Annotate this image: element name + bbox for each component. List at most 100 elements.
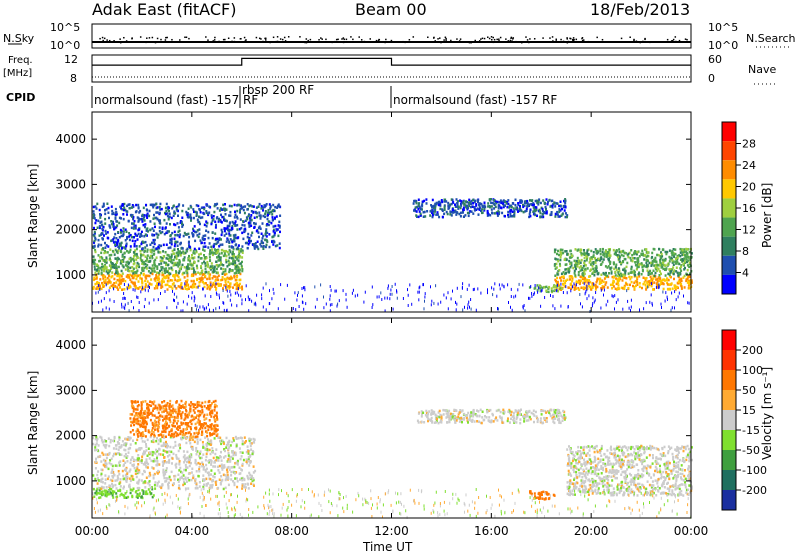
data-cell — [205, 204, 208, 207]
data-cell — [104, 459, 107, 463]
data-cell — [658, 275, 661, 278]
noise-point — [542, 37, 544, 39]
data-cell — [460, 202, 463, 205]
data-cell — [158, 463, 161, 466]
data-cell — [181, 247, 184, 250]
data-cell — [189, 248, 192, 252]
data-cell — [147, 482, 150, 485]
data-cell — [185, 283, 187, 286]
data-cell — [152, 229, 155, 232]
data-cell — [149, 259, 152, 263]
data-cell — [621, 274, 623, 277]
data-cell — [231, 225, 234, 228]
data-cell — [680, 269, 683, 273]
data-cell — [153, 233, 156, 237]
data-cell — [650, 284, 653, 288]
data-cell — [119, 485, 122, 488]
data-cell — [100, 472, 103, 476]
data-cell — [659, 262, 662, 265]
data-cell — [178, 469, 181, 472]
data-cell — [234, 256, 237, 259]
data-cell — [407, 288, 408, 292]
data-cell — [240, 468, 243, 471]
data-cell — [96, 473, 99, 477]
data-cell — [261, 237, 264, 240]
data-cell — [123, 296, 125, 300]
data-cell — [258, 225, 261, 228]
data-cell — [569, 262, 572, 266]
data-cell — [186, 466, 189, 469]
data-cell — [196, 229, 199, 232]
data-cell — [120, 207, 123, 210]
data-cell — [164, 206, 167, 210]
data-cell — [192, 280, 195, 283]
data-cell — [108, 492, 111, 496]
noise-point — [272, 36, 275, 39]
data-cell — [150, 459, 153, 463]
data-cell — [507, 283, 509, 287]
data-cell — [216, 276, 219, 279]
data-cell — [470, 202, 473, 205]
data-cell — [170, 450, 173, 454]
data-cell — [680, 287, 683, 290]
data-cell — [156, 211, 159, 214]
data-cell — [105, 440, 108, 443]
data-cell — [421, 208, 423, 211]
data-cell — [196, 438, 199, 441]
data-cell — [212, 281, 215, 285]
data-cell — [228, 224, 231, 228]
data-cell — [163, 267, 166, 271]
data-cell — [502, 200, 505, 203]
data-cell — [472, 198, 475, 202]
data-cell — [129, 443, 132, 446]
data-cell — [121, 279, 124, 283]
data-cell — [172, 214, 175, 217]
data-cell — [477, 213, 480, 216]
data-cell — [128, 203, 131, 206]
data-cell — [93, 265, 96, 268]
data-cell — [116, 224, 119, 227]
data-cell — [170, 266, 173, 269]
data-cell — [600, 306, 602, 310]
data-cell — [96, 202, 99, 206]
data-cell — [158, 447, 160, 451]
data-cell — [590, 288, 593, 291]
data-cell — [582, 264, 585, 268]
data-cell — [175, 205, 178, 209]
data-cell — [248, 464, 251, 467]
data-cell — [649, 269, 652, 273]
data-cell — [182, 234, 185, 238]
data-cell — [156, 472, 159, 475]
noise-point — [377, 40, 380, 42]
data-cell — [412, 202, 415, 205]
data-cell — [129, 248, 132, 252]
data-cell — [659, 260, 662, 263]
data-cell — [612, 261, 615, 264]
data-cell — [612, 248, 615, 252]
data-cell — [235, 471, 238, 474]
data-cell — [212, 465, 215, 468]
data-cell — [189, 213, 192, 216]
data-cell — [192, 257, 195, 260]
data-cell — [194, 487, 197, 490]
data-cell — [183, 454, 186, 457]
data-cell — [683, 268, 686, 271]
data-cell — [203, 285, 206, 289]
data-cell — [618, 250, 621, 254]
data-cell — [118, 279, 121, 282]
data-cell — [102, 308, 104, 312]
data-cell — [514, 198, 517, 201]
data-cell — [594, 298, 596, 302]
data-cell — [227, 448, 230, 451]
data-cell — [190, 256, 193, 260]
data-cell — [582, 274, 585, 277]
data-cell — [626, 261, 629, 265]
data-cell — [574, 248, 577, 251]
data-cell — [135, 449, 138, 453]
data-cell — [378, 295, 380, 299]
data-cell — [237, 247, 240, 251]
noise-point — [555, 40, 557, 42]
data-cell — [431, 206, 433, 209]
data-cell — [592, 262, 595, 266]
data-cell — [146, 209, 149, 212]
